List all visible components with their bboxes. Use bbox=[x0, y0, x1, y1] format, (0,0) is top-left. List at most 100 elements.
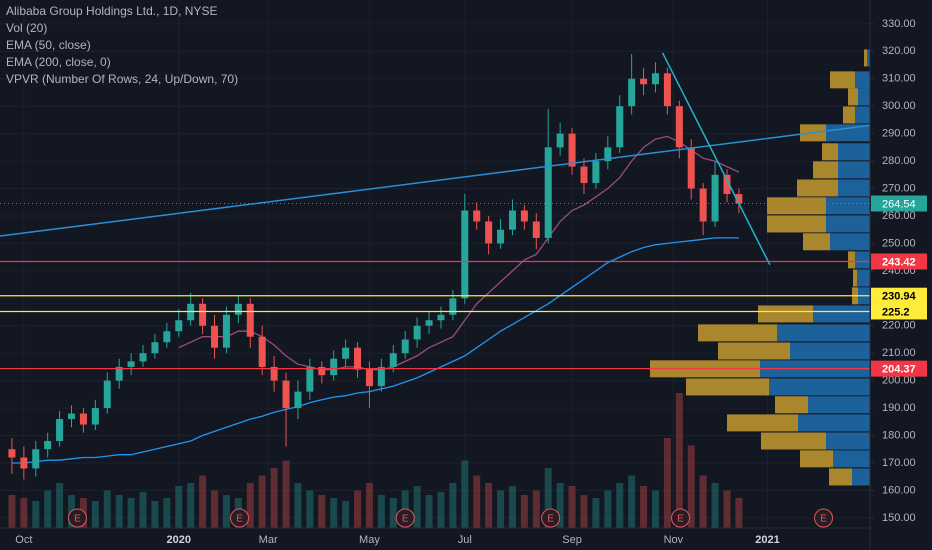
profile-down bbox=[830, 71, 855, 89]
profile-down bbox=[797, 179, 838, 197]
profile-down bbox=[843, 106, 855, 124]
volume-bar bbox=[699, 475, 707, 528]
profile-up bbox=[855, 251, 870, 269]
x-tick-label: 2021 bbox=[755, 534, 779, 546]
profile-down bbox=[767, 197, 826, 215]
candle-body bbox=[389, 353, 397, 367]
volume-bar bbox=[544, 468, 552, 528]
earnings-marker bbox=[671, 508, 691, 528]
profile-up bbox=[777, 324, 870, 342]
level-tag bbox=[871, 360, 927, 377]
candle-body bbox=[497, 229, 505, 244]
profile-down bbox=[803, 233, 830, 251]
earnings-marker bbox=[814, 508, 834, 528]
x-tick-label: 2020 bbox=[167, 534, 191, 546]
price-axis bbox=[870, 0, 932, 550]
profile-down bbox=[758, 305, 813, 323]
candle-body bbox=[401, 339, 409, 354]
candle-body bbox=[44, 441, 52, 450]
volume-bar bbox=[640, 486, 648, 528]
profile-down bbox=[727, 414, 798, 432]
y-tick-label: 290.00 bbox=[882, 128, 916, 140]
volume-bar bbox=[103, 490, 111, 528]
volume-bar bbox=[568, 486, 576, 528]
y-tick-label: 170.00 bbox=[882, 457, 916, 469]
legend-entry: Vol (20) bbox=[6, 21, 47, 35]
volume-bar bbox=[163, 498, 171, 528]
volume-bar bbox=[44, 490, 52, 528]
earnings-marker bbox=[541, 508, 561, 528]
last-price-tag bbox=[871, 195, 927, 212]
volume-bar bbox=[508, 486, 516, 528]
candle-body bbox=[532, 221, 540, 238]
profile-up bbox=[808, 396, 870, 414]
level-tag bbox=[871, 303, 927, 320]
volume-bar bbox=[723, 490, 731, 528]
volume-bar bbox=[735, 498, 743, 528]
candle-body bbox=[449, 298, 457, 315]
candle-body bbox=[473, 210, 481, 222]
profile-down bbox=[822, 143, 838, 161]
profile-up bbox=[838, 143, 870, 161]
ema-line bbox=[178, 135, 740, 371]
candle-body bbox=[604, 147, 612, 162]
earnings-marker bbox=[230, 508, 250, 528]
profile-down bbox=[864, 49, 867, 67]
profile-up bbox=[867, 49, 870, 67]
volume-bar bbox=[556, 483, 564, 528]
y-tick-label: 260.00 bbox=[882, 210, 916, 222]
volume-bar bbox=[711, 483, 719, 528]
volume-bar bbox=[115, 495, 123, 528]
profile-up bbox=[769, 378, 870, 396]
level-label: 243.42 bbox=[882, 256, 916, 268]
y-tick-label: 310.00 bbox=[882, 73, 916, 85]
candle-body bbox=[127, 361, 135, 367]
candle-body bbox=[199, 303, 207, 326]
profile-up bbox=[833, 450, 870, 468]
profile-up bbox=[798, 414, 870, 432]
volume-bar bbox=[8, 495, 16, 528]
y-tick-label: 150.00 bbox=[882, 512, 916, 524]
volume-bar bbox=[354, 490, 362, 528]
earnings-label: E bbox=[820, 514, 827, 525]
legend-entry: EMA (50, close) bbox=[6, 38, 91, 52]
candle-body bbox=[675, 106, 683, 148]
candle-body bbox=[282, 380, 290, 409]
candle-body bbox=[330, 358, 338, 376]
candle-body bbox=[425, 320, 433, 326]
volume-bar bbox=[663, 438, 671, 528]
candle-body bbox=[640, 78, 648, 85]
y-tick-label: 300.00 bbox=[882, 100, 916, 112]
profile-up bbox=[855, 106, 870, 124]
candle-body bbox=[68, 413, 76, 420]
y-tick-label: 160.00 bbox=[882, 484, 916, 496]
volume-bar bbox=[520, 495, 528, 528]
level-label: 225.2 bbox=[882, 306, 910, 318]
volume-bar bbox=[497, 490, 505, 528]
profile-up bbox=[852, 468, 870, 486]
y-tick-label: 200.00 bbox=[882, 375, 916, 387]
x-tick-label: May bbox=[359, 534, 380, 546]
trend-line bbox=[0, 124, 871, 237]
y-tick-label: 210.00 bbox=[882, 347, 916, 359]
volume-bar bbox=[211, 490, 219, 528]
profile-up bbox=[838, 179, 870, 197]
volume-bar bbox=[604, 490, 612, 528]
earnings-label: E bbox=[402, 514, 409, 525]
candle-body bbox=[687, 147, 695, 189]
volume-bar bbox=[532, 490, 540, 528]
candle-body bbox=[234, 303, 242, 315]
candle-body bbox=[294, 391, 302, 409]
ema-line bbox=[11, 237, 739, 464]
y-tick-label: 330.00 bbox=[882, 18, 916, 30]
candle-body bbox=[711, 174, 719, 222]
level-tag bbox=[871, 253, 927, 270]
y-tick-label: 280.00 bbox=[882, 155, 916, 167]
volume-bar bbox=[199, 475, 207, 528]
legend-entry: VPVR (Number Of Rows, 24, Up/Down, 70) bbox=[6, 72, 238, 86]
candle-body bbox=[56, 419, 64, 442]
candle-body bbox=[318, 366, 326, 376]
candle-body bbox=[508, 210, 516, 230]
chart-title: Alibaba Group Holdings Ltd., 1D, NYSE bbox=[6, 4, 217, 18]
